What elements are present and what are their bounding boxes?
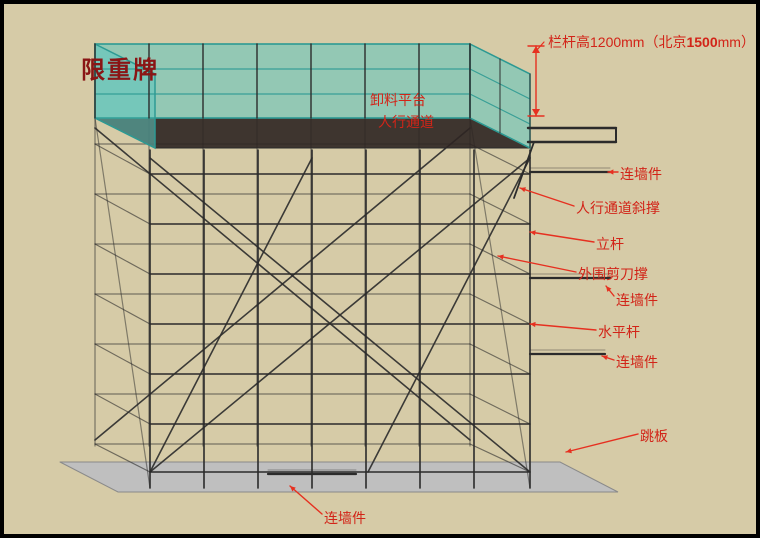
annotation-wall-tie-3: 连墙件 [616, 354, 658, 371]
annotation-standard: 立杆 [596, 236, 624, 253]
deck-label-0: 卸料平台 [370, 92, 426, 109]
annotation-scissor: 外围剪刀撑 [578, 266, 648, 283]
annotation-rail-height: 栏杆高1200mm（北京1500mm） [548, 34, 755, 51]
annotation-walkway-brace: 人行通道斜撑 [576, 200, 660, 217]
diagram-stage: 限重牌 卸料平台人行通道 栏杆高1200mm（北京1500mm）连墙件人行通道斜… [0, 0, 760, 538]
annotation-ledger: 水平杆 [598, 324, 640, 341]
annotation-wall-tie-4: 连墙件 [324, 510, 366, 527]
deck-label-1: 人行通道 [378, 114, 434, 131]
annotation-soleplate: 跳板 [640, 428, 668, 445]
load-limit-sign: 限重牌 [72, 54, 168, 88]
annotation-wall-tie-2: 连墙件 [616, 292, 658, 309]
annotation-wall-tie-1: 连墙件 [620, 166, 662, 183]
